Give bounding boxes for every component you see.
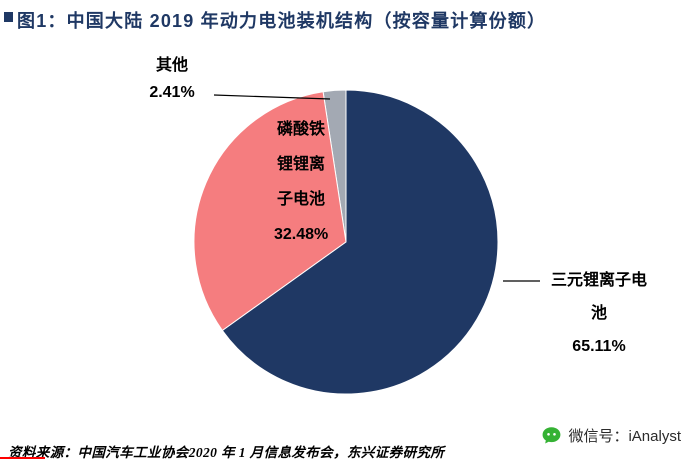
figure-header: 图1：中国大陆 2019 年动力电池装机结构（按容量计算份额） — [4, 7, 546, 33]
label-lfp: 磷酸铁锂锂离子电池 32.48% — [274, 112, 328, 252]
red-divider-line — [0, 457, 45, 459]
pie-slice-1 — [193, 91, 347, 332]
label-lfp-name: 磷酸铁锂锂离子电池 — [276, 121, 325, 208]
figure-title: 图1：中国大陆 2019 年动力电池装机结构（按容量计算份额） — [17, 11, 547, 31]
label-lfp-value: 32.48% — [274, 226, 329, 243]
wechat-label: 微信号：iAnalyst — [568, 428, 681, 445]
pie-slice-0 — [221, 89, 499, 395]
label-ternary: 三元锂离子电池 65.11% — [548, 264, 650, 363]
wechat-icon — [543, 427, 561, 444]
wechat-badge: 微信号：iAnalyst — [541, 425, 681, 446]
source-note: 资料来源：中国汽车工业协会2020 年 1 月信息发布会，东兴证券研究所 — [8, 445, 445, 460]
label-other: 其他 2.41% — [127, 52, 217, 106]
title-bullet-icon — [4, 12, 13, 22]
leader-line-other — [213, 94, 331, 100]
label-other-value: 2.41% — [149, 84, 195, 101]
label-ternary-name: 三元锂离子电池 — [550, 272, 647, 322]
label-other-name: 其他 — [155, 57, 188, 74]
label-ternary-value: 65.11% — [572, 338, 626, 355]
